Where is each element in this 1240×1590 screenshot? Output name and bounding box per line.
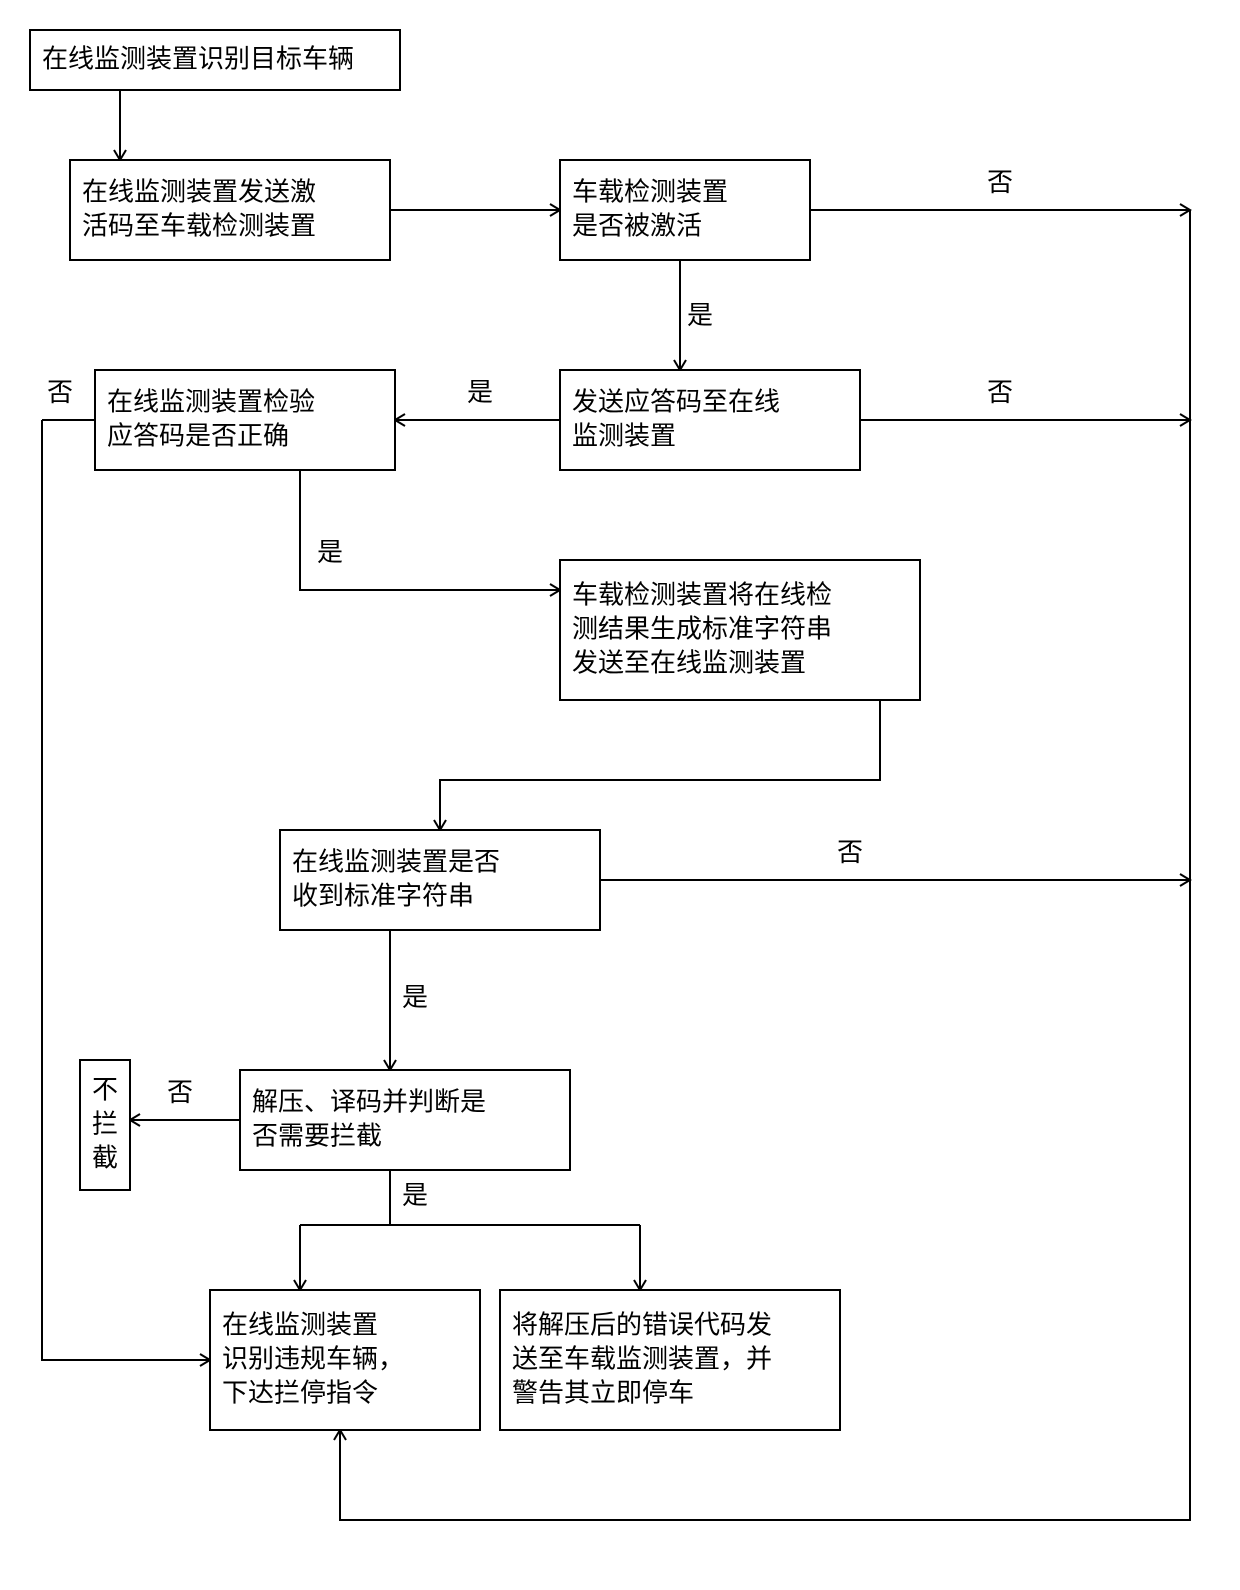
edge-label: 否 xyxy=(837,838,863,867)
node-text: 下达拦停指令 xyxy=(222,1379,378,1408)
edge-label: 否 xyxy=(167,1078,193,1107)
node-n3: 车载检测装置是否被激活 xyxy=(560,160,810,260)
node-n6: 车载检测装置将在线检测结果生成标准字符串发送至在线监测装置 xyxy=(560,560,920,700)
edge-label: 是 xyxy=(402,1181,428,1210)
node-n1: 在线监测装置识别目标车辆 xyxy=(30,30,400,90)
edge-label: 否 xyxy=(47,378,73,407)
node-n8: 解压、译码并判断是否需要拦截 xyxy=(240,1070,570,1170)
node-text: 是否被激活 xyxy=(572,212,702,241)
node-text: 发送应答码至在线 xyxy=(572,388,780,417)
edge xyxy=(42,420,210,1360)
node-text: 解压、译码并判断是 xyxy=(252,1088,486,1117)
node-text: 截 xyxy=(92,1144,118,1173)
node-n2: 在线监测装置发送激活码至车载检测装置 xyxy=(70,160,390,260)
edge xyxy=(440,700,880,830)
edge xyxy=(300,470,560,590)
node-text: 发送至在线监测装置 xyxy=(572,649,806,678)
node-text: 在线监测装置识别目标车辆 xyxy=(42,45,354,74)
node-n4: 发送应答码至在线监测装置 xyxy=(560,370,860,470)
node-text: 应答码是否正确 xyxy=(107,422,289,451)
node-text: 将解压后的错误代码发 xyxy=(512,1311,772,1340)
node-n10: 在线监测装置识别违规车辆， 下达拦停指令 xyxy=(210,1290,480,1430)
node-text: 在线监测装置发送激 xyxy=(82,178,316,207)
node-text: 拦 xyxy=(92,1110,118,1139)
node-text: 车载检测装置 xyxy=(572,178,728,207)
node-text: 在线监测装置是否 xyxy=(292,848,500,877)
node-text: 不 xyxy=(92,1076,118,1105)
edge-label: 是 xyxy=(402,983,428,1012)
node-text: 收到标准字符串 xyxy=(292,882,474,911)
node-n11: 将解压后的错误代码发送至车载监测装置，并警告其立即停车 xyxy=(500,1290,840,1430)
node-text: 识别违规车辆， xyxy=(222,1345,404,1374)
node-text: 监测装置 xyxy=(572,422,676,451)
node-text: 警告其立即停车 xyxy=(512,1379,694,1408)
node-text: 在线监测装置检验 xyxy=(107,388,315,417)
node-text: 测结果生成标准字符串 xyxy=(572,615,832,644)
node-text: 否需要拦截 xyxy=(252,1122,382,1151)
node-text: 在线监测装置 xyxy=(222,1311,378,1340)
node-text: 送至车载监测装置，并 xyxy=(512,1345,772,1374)
node-n7: 在线监测装置是否收到标准字符串 xyxy=(280,830,600,930)
flowchart-canvas: 否是否是否是否是否是 在线监测装置识别目标车辆在线监测装置发送激活码至车载检测装… xyxy=(0,0,1240,1590)
edge-label: 是 xyxy=(467,378,493,407)
edge-label: 否 xyxy=(987,168,1013,197)
node-text: 车载检测装置将在线检 xyxy=(572,581,832,610)
edge-label: 否 xyxy=(987,378,1013,407)
edge-label: 是 xyxy=(317,538,343,567)
node-n5: 在线监测装置检验应答码是否正确 xyxy=(95,370,395,470)
node-text: 活码至车载检测装置 xyxy=(82,212,316,241)
edge-label: 是 xyxy=(687,301,713,330)
node-n9: 不拦截 xyxy=(80,1060,130,1190)
